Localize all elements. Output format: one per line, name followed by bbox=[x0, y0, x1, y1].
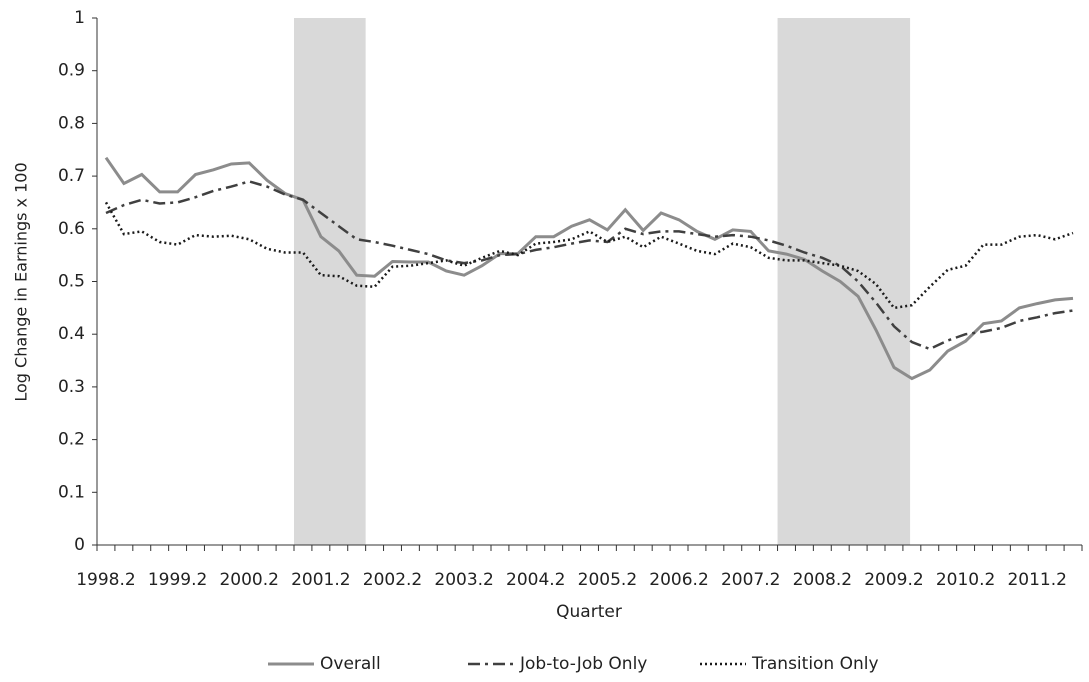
y-tick-label: 0.3 bbox=[58, 377, 85, 397]
series-line bbox=[104, 156, 1074, 381]
x-tick-label: 2002.2 bbox=[363, 570, 422, 590]
y-tick-label: 1 bbox=[74, 8, 85, 28]
y-tick-label: 0.2 bbox=[58, 430, 85, 450]
y-tick-label: 0.9 bbox=[58, 61, 85, 81]
x-tick-label: 1999.2 bbox=[148, 570, 207, 590]
legend-label: Transition Only bbox=[751, 654, 879, 674]
x-tick-label: 2011.2 bbox=[1007, 570, 1066, 590]
series-line bbox=[105, 180, 1074, 351]
legend-label: Job-to-Job Only bbox=[519, 654, 647, 674]
y-tick-label: 0.5 bbox=[58, 272, 85, 292]
y-tick-label: 0.1 bbox=[58, 482, 85, 502]
y-tick-label: 0.4 bbox=[58, 324, 85, 344]
y-tick-label: 0 bbox=[74, 535, 85, 555]
x-tick-label: 2006.2 bbox=[649, 570, 708, 590]
x-tick-label: 2010.2 bbox=[936, 570, 995, 590]
x-tick-label: 2000.2 bbox=[219, 570, 278, 590]
y-tick-label: 0.7 bbox=[58, 166, 85, 186]
series-line bbox=[104, 201, 1074, 310]
legend-label: Overall bbox=[320, 654, 381, 674]
x-tick-label: 2009.2 bbox=[864, 570, 923, 590]
x-tick-label: 2007.2 bbox=[721, 570, 780, 590]
y-axis-title: Log Change in Earnings x 100 bbox=[12, 162, 31, 401]
y-tick-label: 0.8 bbox=[58, 113, 85, 133]
recession-shading bbox=[294, 18, 366, 545]
x-tick-label: 2001.2 bbox=[291, 570, 350, 590]
x-tick-label: 2008.2 bbox=[793, 570, 852, 590]
recession-shading bbox=[777, 18, 911, 545]
x-tick-label: 2005.2 bbox=[578, 570, 637, 590]
x-tick-label: 2003.2 bbox=[434, 570, 493, 590]
x-tick-label: 1998.2 bbox=[76, 570, 135, 590]
y-tick-label: 0.6 bbox=[58, 219, 85, 239]
x-axis-title: Quarter bbox=[556, 602, 622, 622]
x-tick-label: 2004.2 bbox=[506, 570, 565, 590]
